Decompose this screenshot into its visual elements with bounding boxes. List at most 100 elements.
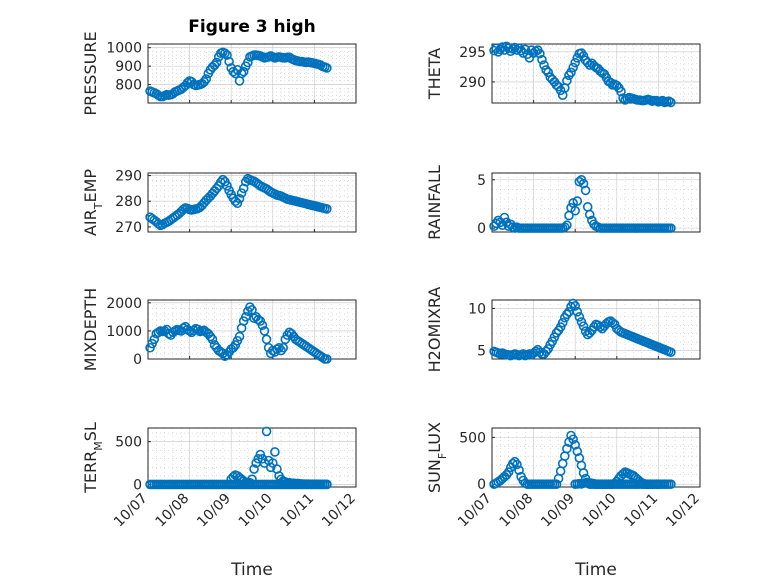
y-axis-label: AIRTEMP	[81, 169, 105, 236]
data-point	[247, 305, 257, 315]
data-point	[261, 334, 272, 345]
data-point	[209, 60, 220, 71]
data-point	[578, 321, 589, 331]
y-tick-label: 270	[115, 220, 142, 236]
axes-outline	[147, 299, 357, 360]
data-point	[322, 479, 332, 490]
data-point	[238, 66, 249, 77]
y-axis-label: THETA	[425, 48, 444, 100]
data-point	[535, 48, 545, 59]
data-point	[317, 352, 328, 363]
axes-background	[491, 427, 701, 488]
data-point	[503, 467, 514, 477]
data-point	[322, 354, 332, 364]
y-axis-label-rest: EMP	[81, 169, 100, 203]
data-point	[666, 223, 676, 233]
x-tick-label: 10/10	[236, 491, 276, 531]
axes-outline	[491, 43, 701, 104]
y-axis-label: H2OMIXRA	[425, 287, 444, 373]
axes-background	[147, 427, 357, 488]
y-axis-label: TERRMSL	[81, 422, 105, 494]
y-tick-label: 0	[133, 477, 142, 493]
y-axis-label-main: RAINFALL	[425, 165, 444, 240]
y-tick-label: 2000	[106, 296, 142, 312]
y-axis-label: SUNFLUX	[425, 422, 449, 493]
data-point	[193, 324, 203, 335]
data-point	[572, 196, 583, 206]
y-axis-label-subscript: T	[92, 202, 105, 210]
data-point	[572, 306, 583, 317]
data-point	[201, 74, 212, 84]
data-point	[562, 309, 572, 320]
y-axis-label-main: SUN	[425, 459, 444, 493]
y-tick-label: 500	[115, 435, 142, 451]
x-axis-label: Time	[230, 560, 273, 580]
x-tick-label: 10/12	[319, 491, 359, 531]
data-point	[211, 57, 222, 68]
data-point	[247, 474, 257, 485]
data-point	[570, 57, 581, 68]
data-point	[236, 68, 247, 79]
x-tick-label: 10/09	[538, 491, 578, 531]
x-tick-label: 10/12	[663, 491, 703, 531]
data-point	[182, 77, 193, 88]
y-axis-label-subscript: F	[436, 453, 449, 459]
axes-air_temp: 270 280 290 AIRTEMP	[81, 169, 357, 236]
y-tick-label: 290	[115, 169, 142, 185]
data-point	[570, 301, 581, 311]
data-point	[236, 188, 247, 198]
y-axis-label-main: MIXDEPTH	[81, 288, 100, 371]
axes-pressure: 800 900 1000 PRESSURE Figure 3 high	[81, 17, 357, 116]
data-point	[224, 56, 234, 67]
x-tick-label: 10/07	[111, 491, 151, 531]
data-point	[666, 479, 676, 489]
data-point	[570, 440, 581, 450]
axes-outline	[491, 299, 701, 360]
data-point	[580, 185, 591, 196]
y-axis-label: PRESSURE	[81, 31, 100, 115]
data-point	[170, 326, 180, 336]
data-point	[574, 312, 585, 322]
data-point	[551, 479, 562, 489]
data-point	[568, 298, 578, 309]
data-point	[557, 317, 568, 328]
data-point	[222, 50, 232, 60]
data-point	[616, 86, 626, 97]
data-point	[228, 471, 239, 482]
y-tick-label: 900	[115, 59, 142, 75]
x-tick-label: 10/07	[455, 491, 495, 531]
data-point	[572, 446, 583, 457]
y-axis-label-main: AIR	[81, 209, 100, 236]
y-axis-label-main: TERR	[81, 451, 100, 494]
data-point	[322, 204, 332, 214]
y-tick-label: 1000	[106, 41, 142, 57]
data-point	[578, 468, 589, 478]
data-point	[559, 222, 570, 232]
data-point	[207, 334, 218, 345]
data-point	[278, 342, 289, 353]
data-point	[257, 320, 268, 331]
data-point	[570, 205, 581, 216]
y-axis-label: RAINFALL	[425, 165, 444, 240]
data-point	[153, 327, 164, 338]
y-tick-label: 0	[477, 221, 486, 237]
x-tick-label: 10/11	[277, 491, 317, 531]
data-point	[489, 45, 499, 56]
data-point	[541, 346, 551, 357]
data-point	[499, 212, 510, 223]
axes-mixdepth: 0 1000 2000 MIXDEPTH	[81, 288, 357, 371]
data-point	[261, 426, 272, 437]
data-point	[584, 60, 595, 70]
y-tick-label: 0	[477, 477, 486, 493]
x-tick-label: 10/09	[194, 491, 234, 531]
data-point	[514, 465, 524, 475]
y-axis-label-subscript: M	[92, 441, 105, 451]
x-axis-label: Time	[574, 560, 617, 580]
data-point	[568, 434, 578, 445]
axes-outline	[147, 43, 357, 104]
y-axis-label-rest: LUX	[425, 422, 444, 453]
data-point	[220, 48, 230, 59]
